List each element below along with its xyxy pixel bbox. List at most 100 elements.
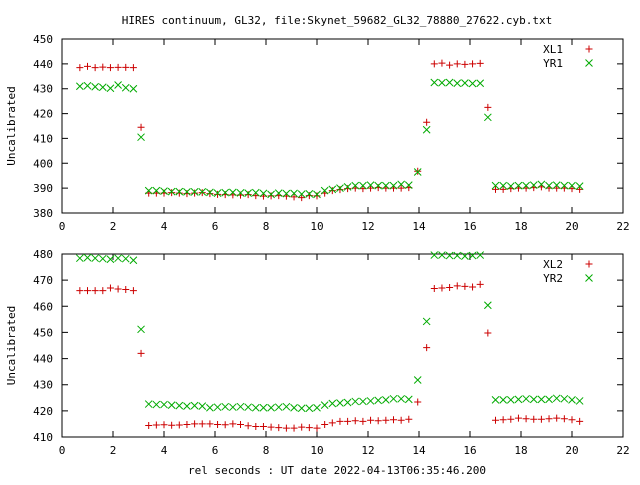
data-point <box>328 399 337 408</box>
data-point <box>461 282 469 290</box>
data-point <box>446 283 454 291</box>
data-point <box>336 417 344 425</box>
data-point <box>537 415 545 423</box>
x-tick-label: 22 <box>616 444 629 457</box>
data-point <box>343 183 352 191</box>
data-point <box>168 421 176 429</box>
data-point <box>137 133 145 142</box>
data-point <box>129 64 137 72</box>
data-point <box>453 79 462 88</box>
data-point <box>438 78 446 87</box>
data-point <box>251 403 260 412</box>
data-point <box>274 403 283 412</box>
data-point <box>351 397 360 406</box>
data-point <box>114 81 122 89</box>
data-point <box>492 185 499 193</box>
data-point <box>76 64 84 72</box>
data-point <box>206 190 214 198</box>
x-tick-label: 0 <box>59 444 66 457</box>
x-tick-label: 14 <box>412 220 426 233</box>
plot-frame <box>61 253 624 438</box>
y-tick-label: 430 <box>33 83 53 96</box>
data-point <box>244 403 253 412</box>
x-tick-label: 8 <box>263 220 270 233</box>
data-point <box>228 188 237 197</box>
legend-marker-glyph <box>585 45 593 53</box>
data-point <box>259 423 267 431</box>
data-point <box>106 255 115 264</box>
series-xl1 <box>76 59 584 202</box>
data-point <box>404 395 413 404</box>
data-point <box>91 254 100 263</box>
data-point <box>275 424 283 432</box>
data-point <box>336 184 344 192</box>
data-point <box>468 79 477 88</box>
data-point <box>438 284 446 292</box>
data-point <box>359 417 367 425</box>
data-point <box>366 397 375 405</box>
data-point <box>206 420 214 428</box>
data-point <box>168 189 176 197</box>
data-point <box>414 167 422 175</box>
data-point <box>145 421 153 429</box>
data-point <box>290 403 298 412</box>
x-tick-label: 20 <box>565 220 578 233</box>
data-point <box>282 424 290 432</box>
data-point <box>514 414 522 422</box>
data-point <box>313 424 321 432</box>
series-yr2 <box>75 251 584 413</box>
data-point <box>290 193 298 201</box>
data-point <box>545 181 553 190</box>
data-point <box>75 254 84 263</box>
data-point <box>381 396 390 404</box>
data-point <box>491 396 500 404</box>
data-point <box>374 396 383 405</box>
data-point <box>405 415 413 423</box>
y-tick-label: 480 <box>33 248 53 261</box>
data-point <box>129 287 137 295</box>
data-point <box>328 185 337 194</box>
data-point <box>430 60 438 68</box>
data-point <box>313 190 321 199</box>
data-point <box>183 188 191 196</box>
data-point <box>469 60 477 68</box>
data-point <box>414 398 422 406</box>
x-tick-label: 4 <box>161 220 168 233</box>
data-point <box>152 186 161 195</box>
data-point <box>328 419 336 427</box>
data-point <box>228 403 237 412</box>
data-point <box>576 417 584 425</box>
data-point <box>83 253 92 262</box>
data-point <box>191 420 199 428</box>
data-point <box>397 394 406 403</box>
data-point <box>305 192 313 200</box>
data-point <box>175 189 183 197</box>
data-point <box>514 181 523 190</box>
data-point <box>321 420 329 428</box>
data-point <box>484 103 492 111</box>
x-axis-label: rel seconds : UT date 2022-04-13T06:35:4… <box>188 464 486 477</box>
x-tick-label: 10 <box>310 220 323 233</box>
data-point <box>575 397 584 405</box>
data-point <box>404 181 413 190</box>
x-tick-label: 6 <box>212 220 219 233</box>
data-point <box>267 423 275 431</box>
data-point <box>499 181 508 190</box>
data-point <box>560 415 568 423</box>
data-point <box>121 254 130 263</box>
data-point <box>267 403 275 412</box>
legend-label-xl1: XL1 <box>543 43 563 56</box>
data-point <box>99 63 107 71</box>
data-point <box>484 329 492 337</box>
data-point <box>313 403 321 412</box>
y-tick-label: 440 <box>33 58 53 71</box>
data-point <box>198 189 206 197</box>
data-point <box>453 282 461 290</box>
data-point <box>305 190 314 198</box>
y-tick-label: 380 <box>33 207 53 220</box>
legend-marker-glyph <box>585 274 593 282</box>
data-point <box>499 416 507 424</box>
data-point <box>522 415 530 423</box>
y-tick-label: 400 <box>33 157 53 170</box>
x-tick-label: 8 <box>263 444 270 457</box>
